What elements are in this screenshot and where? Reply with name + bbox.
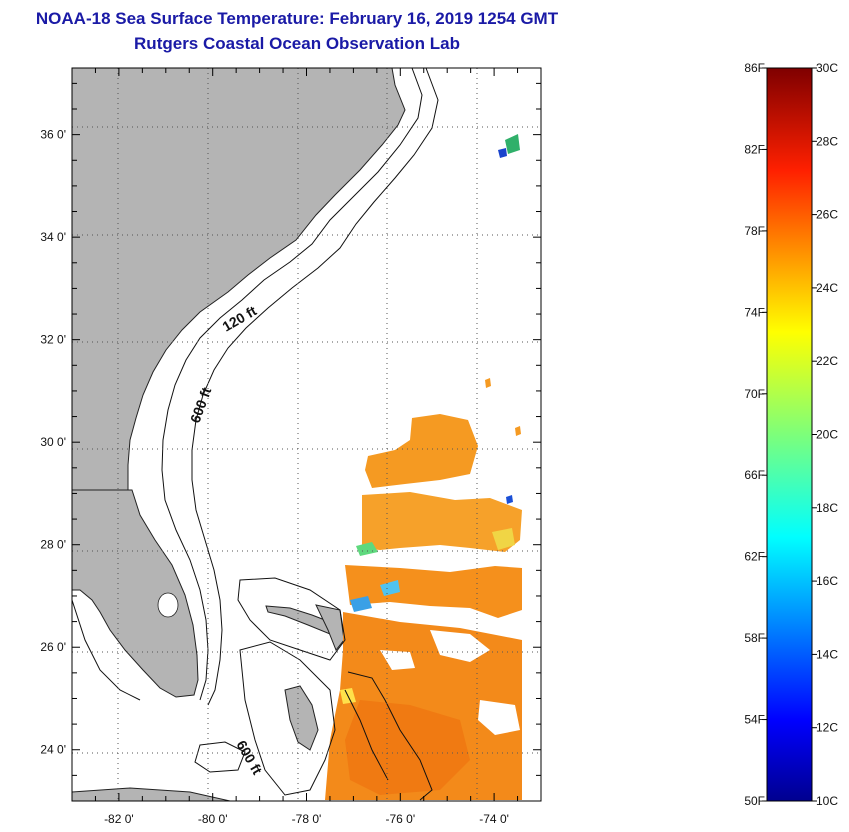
lat-label: 34 0' <box>40 230 66 244</box>
map-area <box>72 68 541 801</box>
lat-label: 32 0' <box>40 333 66 347</box>
map-title: NOAA-18 Sea Surface Temperature: Februar… <box>35 9 559 28</box>
colorbar-c-label: 18C <box>816 501 838 515</box>
colorbar-f-label: 62F <box>744 550 765 564</box>
colorbar-f-label: 70F <box>744 387 765 401</box>
land-southeast-us <box>72 68 406 491</box>
land-florida <box>72 489 199 698</box>
island-abaco <box>315 604 345 651</box>
graticule <box>72 68 541 801</box>
lat-label: 26 0' <box>40 640 66 654</box>
colorbar-f-label: 78F <box>744 224 765 238</box>
map-axes: 36 0' 34 0' 32 0' 30 0' 28 0' 26 0' 24 0' -82 0… <box>40 68 542 826</box>
colorbar-c-label: 22C <box>816 354 838 368</box>
land-cuba <box>72 787 231 801</box>
map-subtitle: Rutgers Coastal Ocean Observation Lab <box>134 34 460 53</box>
depth-label-120ft: 120 ft <box>220 302 260 334</box>
lon-label: -74 0' <box>479 812 509 826</box>
colorbar-c-label: 24C <box>816 281 838 295</box>
lon-label: -82 0' <box>104 812 134 826</box>
colorbar-c-label: 14C <box>816 647 838 661</box>
lat-label: 36 0' <box>40 128 66 142</box>
colorbar-f-label: 54F <box>744 713 765 727</box>
colorbar-c-label: 28C <box>816 134 838 148</box>
island-andros <box>284 685 319 751</box>
colorbar-c-label: 30C <box>816 61 838 75</box>
colorbar-c-label: 20C <box>816 428 838 442</box>
colorbar-c-label: 26C <box>816 208 838 222</box>
colorbar-c-label: 10C <box>816 794 838 808</box>
colorbar-c-label: 12C <box>816 721 838 735</box>
bathymetry-contours <box>72 68 439 801</box>
colorbar-f-label: 74F <box>744 305 765 319</box>
lat-label: 24 0' <box>40 743 66 757</box>
lon-label: -80 0' <box>198 812 228 826</box>
colorbar-f-label: 86F <box>744 61 765 75</box>
lat-label: 28 0' <box>40 538 66 552</box>
lat-label: 30 0' <box>40 435 66 449</box>
lake-okeechobee <box>157 592 179 618</box>
colorbar-f-label: 82F <box>744 142 765 156</box>
sst-data-patches <box>325 134 522 800</box>
colorbar-c-label: 16C <box>816 574 838 588</box>
colorbar-axes: 86F 82F 78F 74F 70F 66F 62F 58F 54F 50F 30C 28C 26C 2… <box>744 61 838 808</box>
depth-label-600ft: 600 ft <box>187 385 215 425</box>
lon-label: -78 0' <box>292 812 322 826</box>
lon-label: -76 0' <box>385 812 415 826</box>
colorbar <box>766 67 813 802</box>
colorbar-f-label: 50F <box>744 794 765 808</box>
colorbar-f-label: 66F <box>744 468 765 482</box>
colorbar-f-label: 58F <box>744 631 765 645</box>
